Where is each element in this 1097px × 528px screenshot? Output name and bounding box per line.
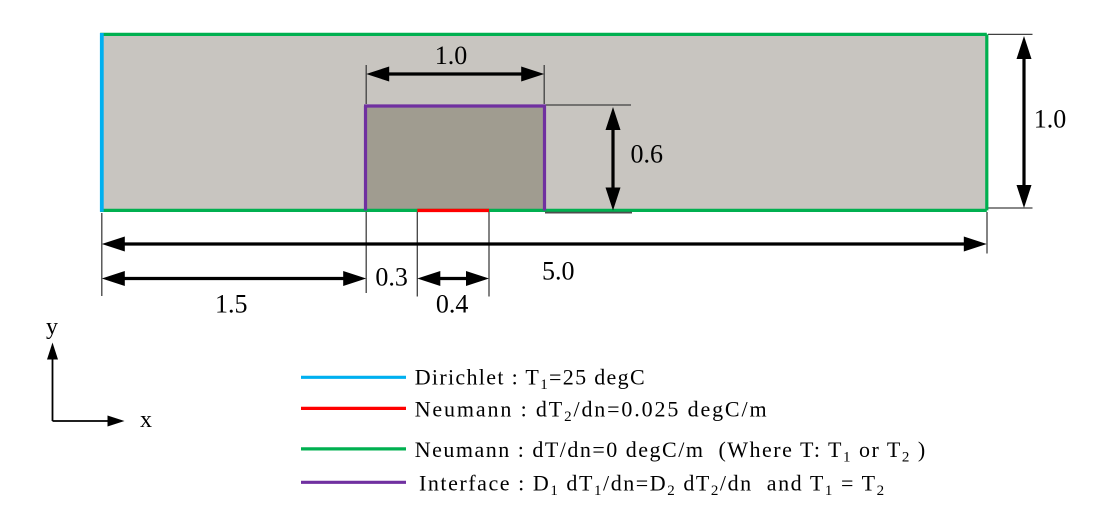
svg-text:1.0: 1.0 (435, 41, 468, 70)
svg-text:y: y (46, 314, 58, 340)
svg-text:Neumann : dT2/dn=0.025 degC/m: Neumann : dT2/dn=0.025 degC/m (415, 397, 769, 426)
svg-text:0.6: 0.6 (630, 140, 663, 169)
svg-text:1.0: 1.0 (1034, 104, 1067, 133)
svg-text:Neumann : dT/dn=0 degC/m (Whe: Neumann : dT/dn=0 degC/m (Where T: T1 or… (415, 437, 927, 466)
svg-text:1.5: 1.5 (215, 289, 248, 318)
svg-text:5.0: 5.0 (542, 257, 575, 286)
svg-text:0.3: 0.3 (375, 263, 408, 292)
svg-text:Dirichlet : T1=25 degC: Dirichlet : T1=25 degC (415, 365, 646, 394)
svg-text:x: x (140, 407, 152, 433)
svg-text:Interface : D1 dT1/dn=D2 dT2/d: Interface : D1 dT1/dn=D2 dT2/dn and T1 =… (419, 471, 886, 500)
svg-text:0.4: 0.4 (436, 290, 469, 319)
